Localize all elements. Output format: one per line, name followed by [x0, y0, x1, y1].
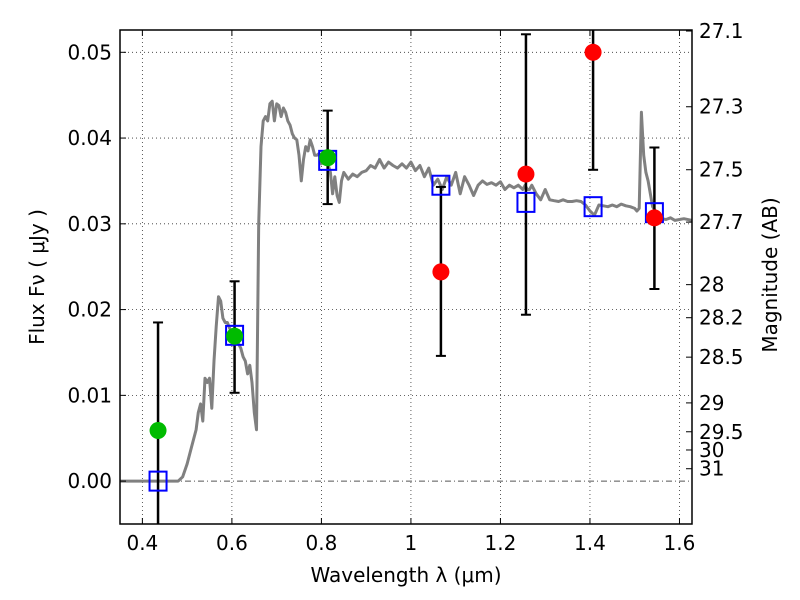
x-tick-label: 0.8	[306, 531, 338, 555]
x-tick-label: 1.6	[664, 531, 696, 555]
magnitude-tick-label: 28	[699, 273, 724, 297]
green-data-point	[319, 149, 337, 167]
red-data-point	[584, 43, 602, 61]
x-tick-label: 1.4	[574, 531, 606, 555]
model-square-point	[431, 174, 451, 196]
red-data-point	[517, 165, 535, 183]
magnitude-tick-label: 28.5	[699, 345, 744, 369]
plot-area	[120, 30, 692, 524]
model-square-point	[148, 470, 168, 492]
model-square-point	[583, 196, 603, 218]
green-data-point	[226, 327, 244, 345]
magnitude-tick-label: 27.5	[699, 158, 744, 182]
x-tick-label: 0.4	[126, 531, 158, 555]
x-axis-ticks: 0.4 0.6 0.8 1 1.2 1.4 1.6	[126, 30, 695, 555]
y-tick-label: 0.01	[67, 383, 112, 407]
x-tick-label: 1	[405, 531, 418, 555]
y-axis-ticks: 0.00 0.01 0.02 0.03 0.04 0.05	[67, 40, 126, 493]
y-tick-label: 0.04	[67, 126, 112, 150]
green-data-point	[149, 422, 167, 440]
model-square-point	[516, 191, 536, 213]
magnitude-tick-label: 28.2	[699, 306, 744, 330]
magnitude-tick-label: 30	[699, 438, 724, 462]
magnitude-tick-label: 29	[699, 391, 724, 415]
y-tick-label: 0.03	[67, 212, 112, 236]
magnitude-tick-label: 27.3	[699, 95, 744, 119]
x-tick-label: 0.6	[216, 531, 248, 555]
magnitude-tick-label: 29.5	[699, 420, 744, 444]
red-data-point	[645, 209, 663, 227]
magnitude-tick-label: 27.7	[699, 210, 744, 234]
model-photometry-squares	[148, 149, 664, 492]
measured-points	[149, 43, 663, 440]
y-tick-label: 0.02	[67, 298, 112, 322]
model-spectrum-line	[120, 99, 692, 483]
y-tick-label: 0.05	[67, 40, 112, 64]
y-axis-label: Flux Fν ( μJy )	[25, 209, 49, 345]
x-tick-label: 1.2	[485, 531, 517, 555]
x-axis-label: Wavelength λ (μm)	[310, 563, 501, 587]
magnitude-tick-label: 31	[699, 457, 724, 481]
magnitude-tick-label: 27.1	[699, 19, 744, 43]
y-tick-label: 0.00	[67, 469, 112, 493]
red-data-point	[432, 263, 450, 281]
right-y-axis-label: Magnitude (AB)	[758, 197, 782, 352]
axes-frame	[119, 29, 693, 525]
model-square-point	[225, 324, 245, 346]
